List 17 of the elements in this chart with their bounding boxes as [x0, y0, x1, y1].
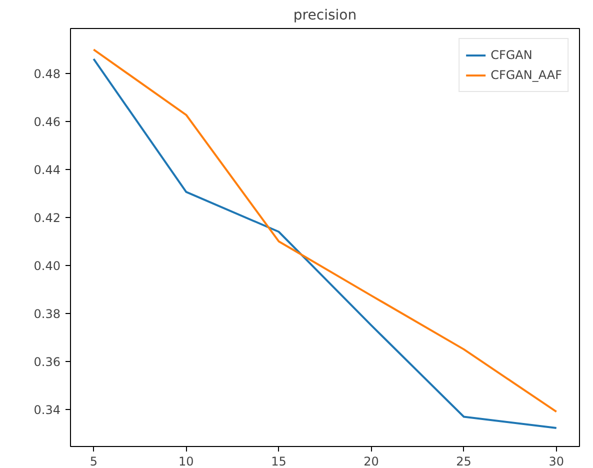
y-tick-label: 0.38 [34, 306, 60, 321]
y-tick-label: 0.44 [34, 162, 60, 177]
x-tick-label: 20 [364, 454, 379, 468]
y-tick-label: 0.40 [34, 258, 60, 273]
x-tick-label: 5 [90, 454, 98, 468]
y-tick-label: 0.48 [34, 66, 60, 81]
x-tick-label: 10 [178, 454, 194, 468]
x-tick-label: 30 [548, 454, 564, 468]
y-tick-label: 0.42 [34, 210, 60, 225]
x-tick-label: 25 [456, 454, 472, 468]
x-tick-label: 15 [271, 454, 286, 468]
chart-title: precision [293, 8, 357, 24]
legend-label: CFGAN_AAF [490, 68, 562, 82]
y-tick-label: 0.46 [34, 114, 60, 129]
y-tick-label: 0.34 [34, 402, 60, 417]
legend-label: CFGAN [490, 48, 532, 62]
y-tick-label: 0.36 [34, 354, 60, 369]
